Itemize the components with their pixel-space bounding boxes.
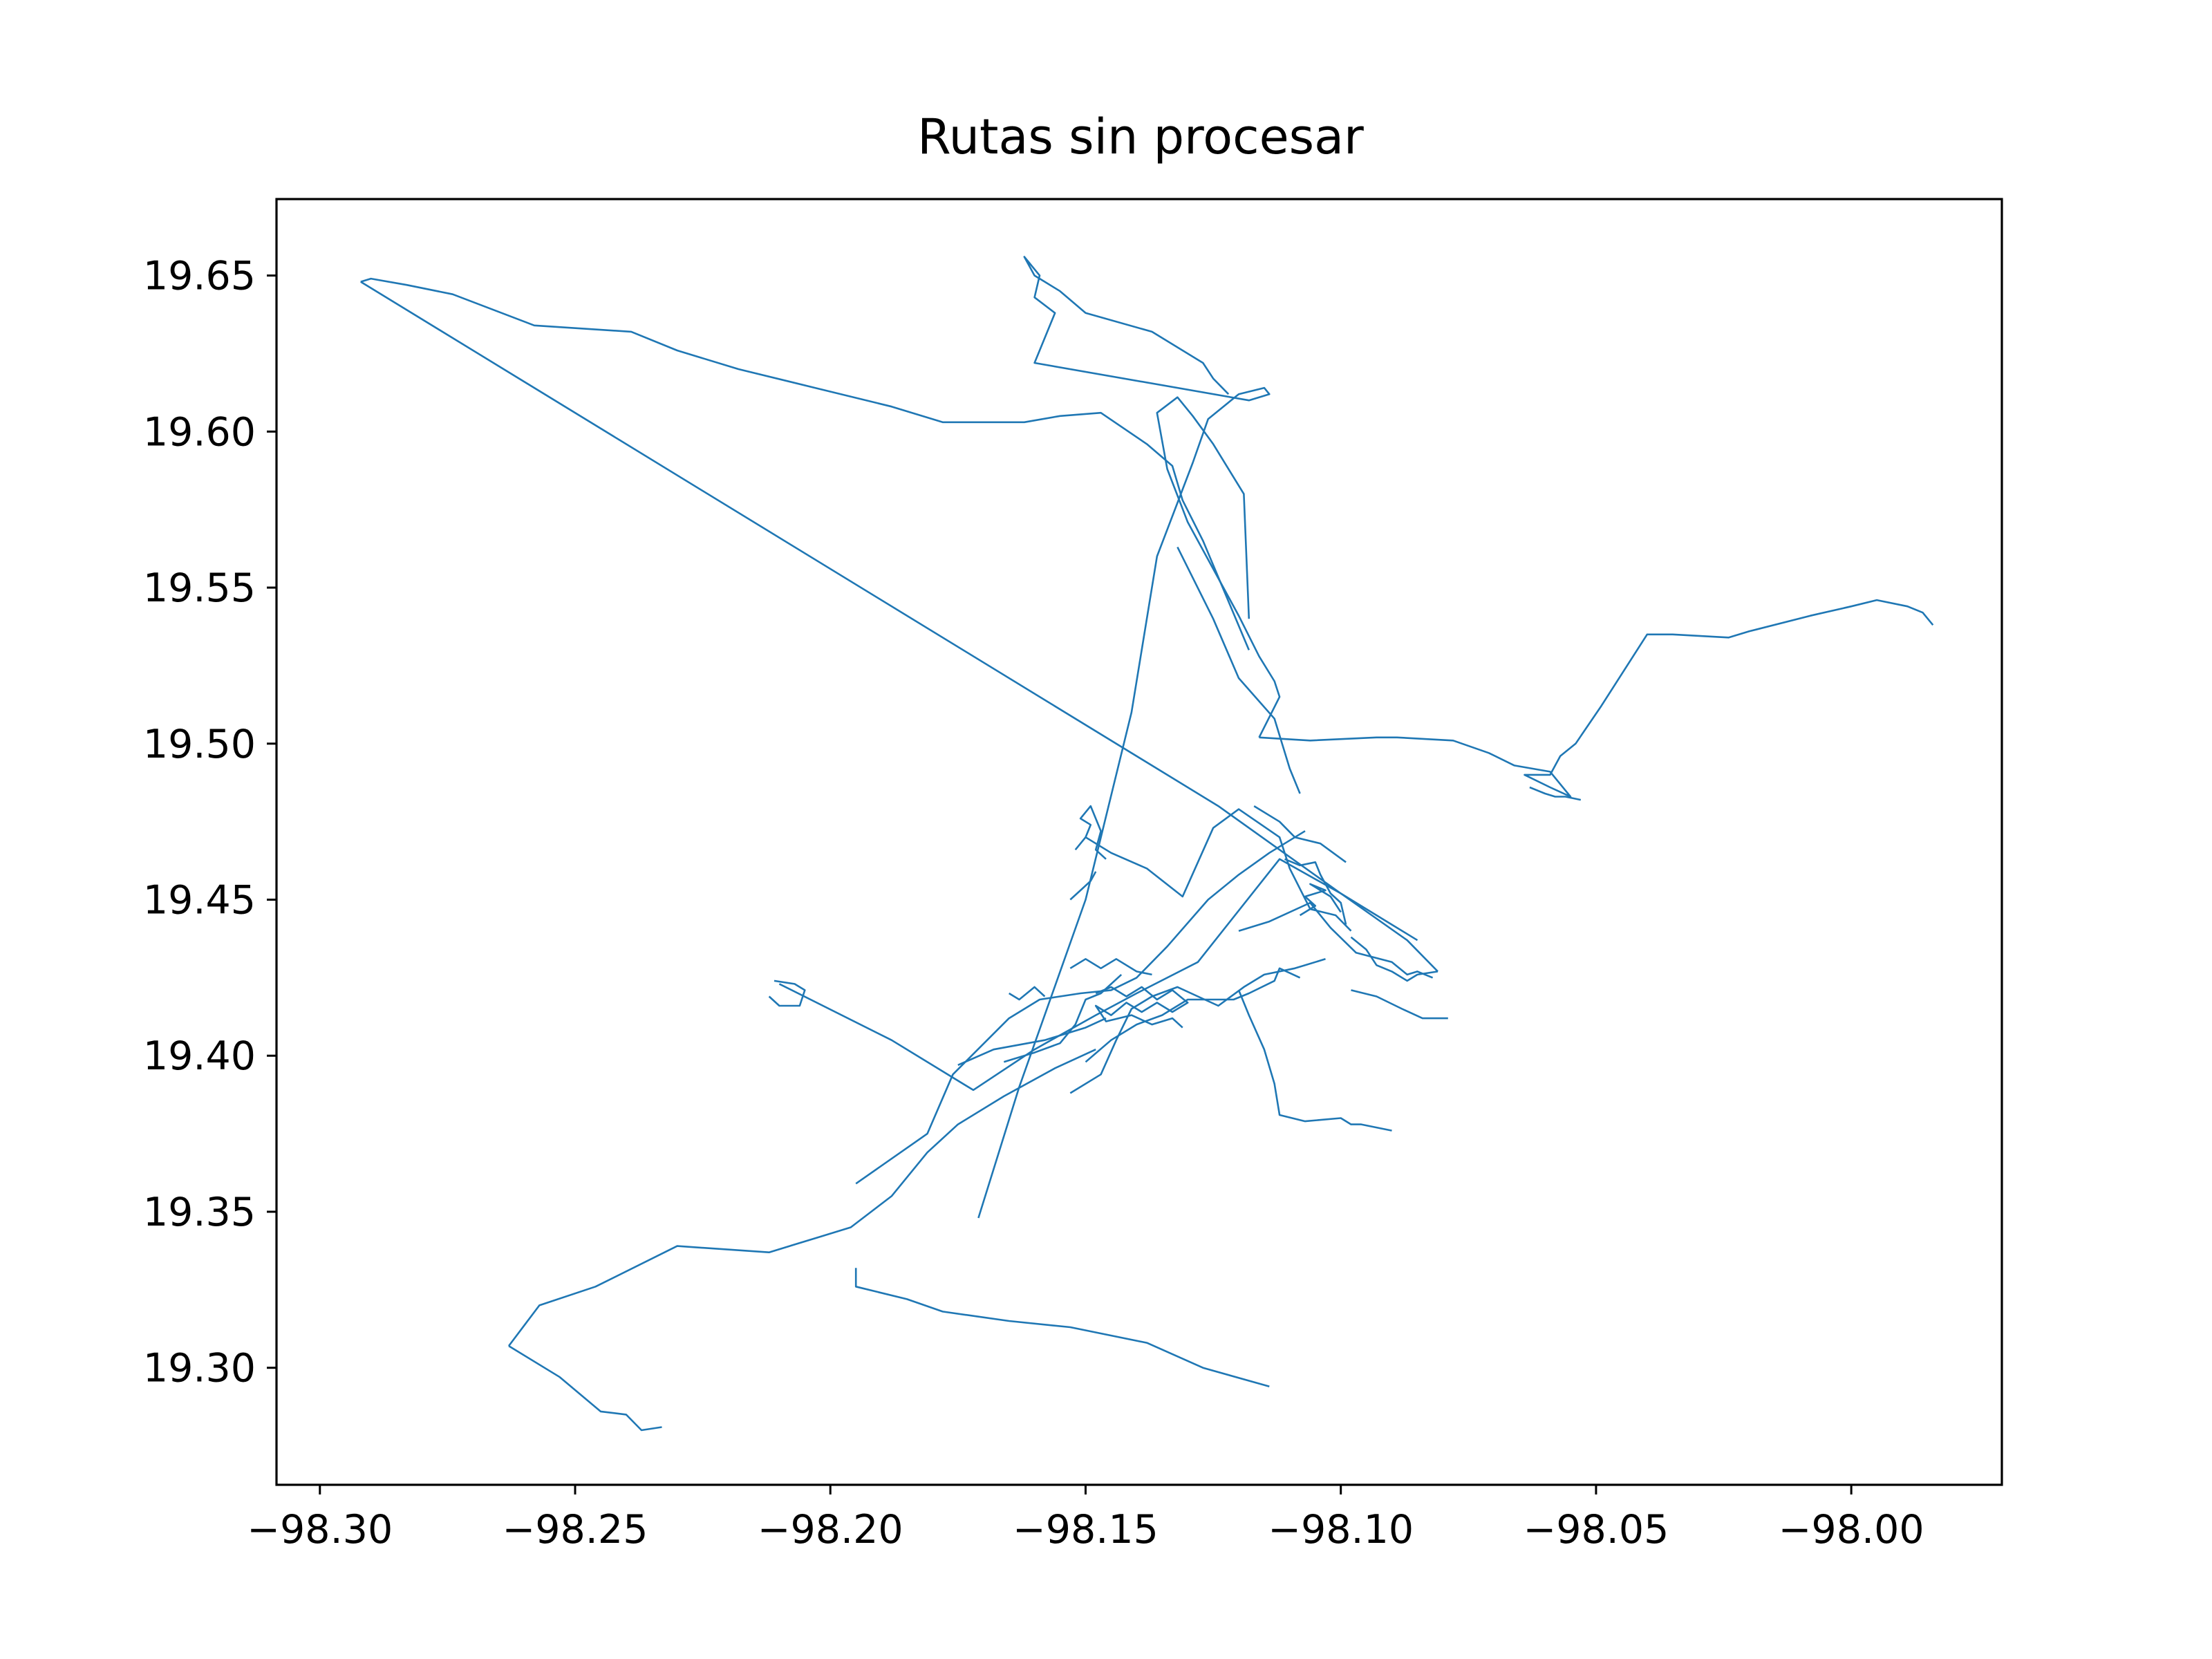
route-line-7	[507, 1049, 1096, 1347]
x-tick-label: −98.10	[1268, 1507, 1414, 1553]
y-tick-label: 19.45	[143, 878, 256, 924]
x-tick-label: −98.30	[247, 1507, 393, 1553]
route-line-10	[768, 980, 806, 1007]
route-line-6	[855, 830, 1306, 1185]
y-tick-label: 19.40	[143, 1033, 256, 1079]
x-tick-label: −98.05	[1523, 1507, 1669, 1553]
route-line-20	[957, 1017, 1107, 1066]
route-line-2	[1156, 396, 1281, 738]
route-line-15	[1085, 967, 1301, 1063]
route-line-14	[1237, 989, 1392, 1132]
route-line-19	[1003, 973, 1123, 1063]
x-tick-label: −98.15	[1013, 1507, 1159, 1553]
route-line-22	[1074, 805, 1107, 860]
route-line-12	[1238, 901, 1434, 979]
route-line-9	[854, 1268, 1270, 1388]
y-tick-label: 19.30	[143, 1346, 256, 1391]
route-line-27	[1351, 989, 1448, 1020]
y-tick-label: 19.60	[143, 409, 256, 455]
route-line-8	[508, 1344, 662, 1432]
route-line-29	[1529, 786, 1582, 801]
chart-title: Rutas sin procesar	[917, 109, 1364, 165]
route-line-25	[1299, 883, 1342, 917]
route-line-16	[1069, 958, 1326, 1094]
route-line-4	[1259, 599, 1934, 798]
route-line-28	[1253, 805, 1347, 863]
route-line-5	[778, 858, 1418, 1091]
route-line-23	[1069, 871, 1097, 901]
y-tick-label: 19.50	[143, 722, 256, 767]
route-line-1	[360, 281, 1438, 973]
route-line-0	[360, 277, 1250, 650]
route-line-11	[1085, 808, 1352, 932]
y-axis: 19.30 19.35 19.40 19.45 19.50 19.55 19.60 19.65	[143, 254, 276, 1391]
axes-frame	[275, 198, 2003, 1486]
route-line-18	[1069, 958, 1152, 976]
x-tick-label: −98.25	[503, 1507, 648, 1553]
route-line-3	[977, 256, 1271, 1219]
route-line-13	[1177, 546, 1301, 794]
route-line-26	[1350, 936, 1438, 982]
y-tick-label: 19.65	[143, 254, 256, 299]
x-tick-label: −98.20	[758, 1507, 903, 1553]
x-tick-label: −98.00	[1779, 1507, 1924, 1553]
route-line-17	[1094, 986, 1189, 1029]
route-line-21	[1009, 986, 1046, 1001]
route-line-24	[1284, 858, 1347, 925]
y-tick-label: 19.35	[143, 1190, 256, 1235]
route-lines	[360, 256, 1934, 1432]
x-axis: −98.30 −98.25 −98.20 −98.15 −98.10 −98.05 −98.…	[247, 1485, 1924, 1553]
y-tick-label: 19.55	[143, 565, 256, 611]
